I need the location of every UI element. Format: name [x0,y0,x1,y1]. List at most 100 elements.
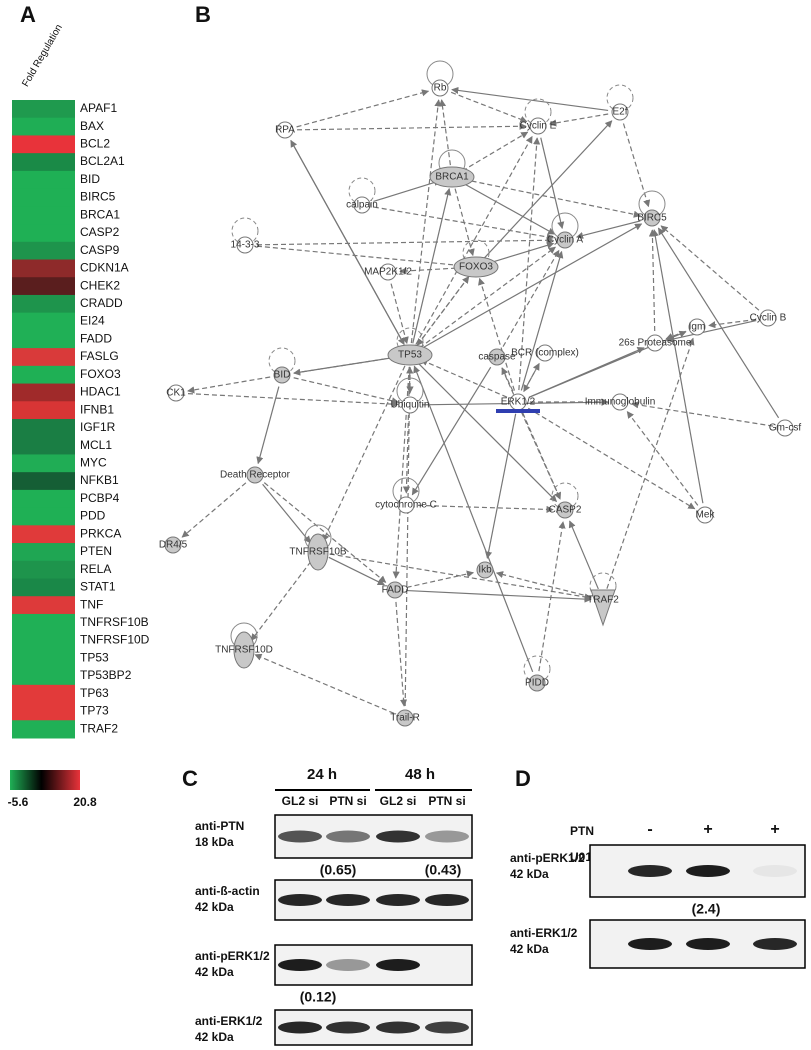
node [590,589,616,627]
heat-cell [12,720,75,739]
gene-label: TP63 [80,686,109,700]
heat-cell [12,294,75,314]
scale-max: 20.8 [73,795,97,809]
node [273,366,291,384]
node [236,236,254,254]
node-label: cytochrome C [375,500,437,511]
node-label: calpain [346,200,378,211]
self-loop [524,98,552,126]
gene-label: RELA [80,562,111,576]
treatment: PTN [570,824,594,838]
edge [256,236,554,246]
node [396,709,414,727]
node [307,533,329,571]
node [401,396,419,414]
node [387,344,433,366]
edge [418,363,558,503]
node [696,506,714,524]
edge [648,229,657,332]
gene-label: CDKN1A [80,261,129,275]
size: 18 kDa [195,835,234,849]
edge [412,187,452,344]
edge [410,99,442,344]
self-loop [231,217,259,245]
gene-label: TRAF2 [80,721,118,735]
edge [256,386,280,465]
edge [328,556,385,586]
edge [665,330,686,340]
band [326,830,370,843]
gene-label: APAF1 [80,101,117,115]
gene-label: PCBP4 [80,491,120,505]
edge [262,483,311,544]
node [246,466,264,484]
edge [263,482,387,583]
band [425,894,469,906]
edge [296,89,430,128]
node [556,231,574,249]
edge [540,137,565,230]
band [753,938,797,950]
node [353,196,371,214]
edge [293,354,399,374]
node-label: CK1 [166,388,186,399]
band [326,894,370,906]
panel-label: D [515,766,531,791]
gene-label: BIRC5 [80,190,116,204]
edge [402,366,411,494]
node-label: Trail-R [390,713,420,724]
node [776,419,794,437]
gene-label: HDAC1 [80,385,121,399]
edge [549,113,609,127]
edge [181,482,247,538]
node-label: Cyclin E [520,121,557,132]
heat-cell [12,401,75,420]
gene-label: FADD [80,331,112,345]
self-loop [462,239,490,267]
antibody: anti-PTN [195,819,244,833]
gene-label: IGF1R [80,420,116,434]
node-label: caspase [478,352,516,363]
edge [622,123,651,208]
band [628,938,672,950]
heat-cell [12,667,75,686]
edge [523,362,540,392]
blots: 24 h 48 h GL2 si PTN si GL2 si PTN si anti-PTN… [195,766,806,1046]
band [686,865,730,877]
band [425,1021,469,1034]
band [628,865,672,877]
node [379,263,397,281]
heat-cell [12,631,75,650]
node-label: Immunoglobulin [585,397,656,408]
node [429,166,475,188]
edge [606,337,695,589]
heat-cell [12,206,75,225]
node-label: Cyclin B [750,313,787,324]
node-label: 26s Proteasome [619,338,692,349]
edge [450,91,528,123]
node-label: TRAF2 [587,595,619,606]
scale-min: -5.6 [8,795,29,809]
node [528,674,546,692]
edge [651,229,704,504]
node-label: Gm-csf [769,423,801,434]
self-loop [348,177,376,205]
node-label: FOXO3 [459,262,493,273]
node-label: Ubiquitin [391,400,430,411]
gene-label: STAT1 [80,580,116,594]
edge [250,561,312,641]
antibody: anti-ß-actin [195,884,260,898]
gene-label: TP53BP2 [80,668,132,682]
node-label: CASP2 [549,505,582,516]
heat-cell [12,312,75,331]
gene-label: FASLG [80,349,119,363]
node [643,209,661,227]
heat-cell [12,613,75,633]
node-label: TP53 [398,350,422,361]
heat-cell [12,596,75,615]
edge [395,601,408,707]
gene-label: CASP2 [80,225,120,239]
node [386,581,404,599]
gene-label: PDD [80,509,106,523]
sign: + [703,821,712,838]
